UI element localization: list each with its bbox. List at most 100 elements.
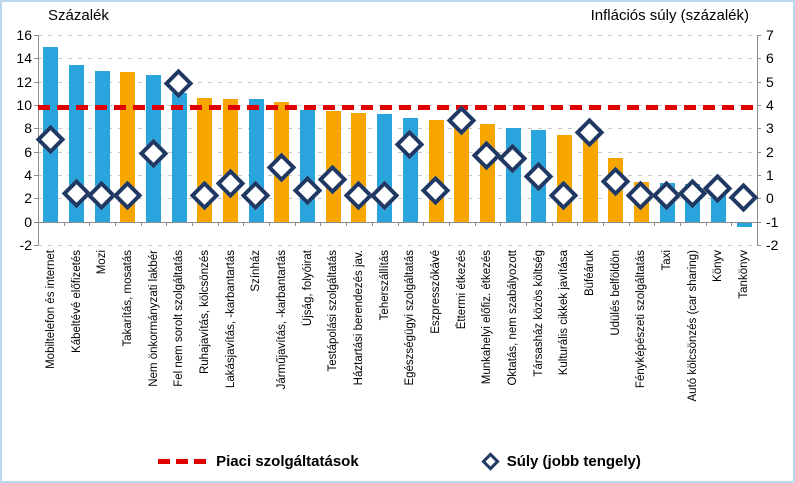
x-axis-tickmark	[140, 221, 142, 226]
category-label: Kábeltévé előfizetés	[70, 250, 83, 353]
right-axis-tickmark	[757, 175, 761, 176]
weight-diamond	[523, 161, 554, 192]
right-axis-tick-label: 1	[766, 167, 774, 183]
category-label: Mobiltelefon és internet	[44, 250, 57, 369]
left-axis-tick-label: 12	[16, 73, 32, 90]
category-label: Lakásjavítás, -karbantartás	[224, 250, 237, 389]
left-axis-tickmark	[34, 198, 38, 200]
right-axis-tickmark	[757, 35, 761, 36]
weight-diamond	[728, 182, 759, 213]
x-axis-tickmark	[294, 221, 296, 226]
category-label: Taxi	[661, 250, 674, 271]
x-axis-tickmark	[705, 221, 707, 226]
category-label: Társasház közös költség	[532, 250, 545, 377]
x-axis-tickmark	[346, 221, 348, 226]
category-label: Színház	[250, 250, 263, 292]
right-axis-tick-label: 0	[766, 190, 774, 207]
bar	[171, 93, 187, 222]
weight-diamond	[420, 175, 451, 206]
x-axis-tickmark	[166, 221, 168, 226]
gridline	[38, 81, 757, 83]
weight-diamond	[651, 180, 682, 211]
weight-diamond	[497, 143, 528, 174]
gridline	[38, 58, 757, 60]
left-axis-tickmark	[34, 105, 38, 106]
left-axis-tick-label: 16	[16, 27, 32, 43]
x-axis-tickmark	[371, 221, 373, 226]
gridline	[38, 151, 757, 153]
category-label: Mozi	[96, 250, 109, 275]
right-axis-line	[757, 35, 758, 245]
right-axis-tickmark	[757, 198, 761, 200]
category-label: Fényképészeti szolgáltatás	[635, 250, 648, 389]
x-axis-tickmark	[628, 221, 630, 226]
category-label: Takarítás, mosatás	[121, 250, 134, 347]
weight-diamond	[61, 178, 91, 209]
weight-diamond	[446, 105, 477, 136]
x-axis-tickmark	[551, 221, 553, 226]
left-axis-tick-label: 2	[24, 190, 32, 207]
legend-item-weight: Súly (jobb tengely)	[480, 452, 641, 471]
left-axis-title: Százalék	[48, 7, 109, 24]
x-axis-tickmark	[115, 221, 117, 226]
left-axis-tick-label: 4	[24, 167, 32, 183]
category-label: Autó kölcsönzés (car sharing)	[686, 250, 699, 402]
x-axis-tickmark	[217, 221, 219, 226]
reference-line	[38, 104, 757, 110]
x-axis-tickmark	[525, 221, 527, 226]
legend-item-reference: Piaci szolgáltatások	[158, 453, 359, 470]
legend-weight-label: Súly (jobb tengely)	[506, 453, 641, 470]
category-label: Kulturális cikkek javítása	[558, 250, 571, 376]
x-axis-tickmark	[38, 221, 39, 226]
right-axis-tickmark	[757, 151, 761, 153]
x-axis-tickmark	[448, 221, 450, 226]
category-label: Könyv	[712, 250, 725, 282]
x-axis-tickmark	[654, 221, 656, 226]
legend: Piaci szolgáltatások Súly (jobb tengely)	[2, 452, 793, 471]
right-axis-tick-label: 4	[766, 97, 774, 113]
right-axis-tick-label: -2	[766, 237, 779, 253]
weight-diamond	[549, 180, 579, 211]
category-label: Testápolási szolgáltatás	[327, 250, 340, 372]
left-axis-tick-label: 14	[16, 50, 32, 67]
x-axis-tickmark	[320, 221, 322, 226]
weight-diamond	[369, 180, 400, 211]
right-axis-title: Inflációs súly (százalék)	[590, 7, 749, 24]
gridline	[38, 128, 757, 130]
weight-diamond	[138, 138, 168, 169]
bar	[582, 137, 598, 222]
right-axis-tickmark	[757, 81, 761, 83]
weight-diamond	[189, 180, 220, 211]
bar	[454, 121, 470, 222]
left-axis-tick-label: 8	[24, 120, 32, 137]
bar	[428, 120, 444, 222]
x-axis-tickmark	[423, 221, 425, 226]
gridline	[38, 175, 757, 176]
bar	[505, 128, 521, 222]
left-axis-tickmark	[34, 58, 38, 60]
right-axis-tick-label: 6	[766, 50, 774, 67]
category-label: Fel nem sorolt szolgáltatás	[173, 250, 186, 387]
x-axis-tickmark	[397, 221, 399, 226]
legend-reference-label: Piaci szolgáltatások	[216, 453, 359, 470]
x-axis-tickmark	[63, 221, 65, 226]
x-axis-tickmark	[500, 221, 502, 226]
weight-diamond	[472, 140, 502, 171]
right-axis-tick-label: 2	[766, 143, 774, 160]
gridline	[38, 35, 757, 36]
right-axis-tick-label: 7	[766, 27, 774, 43]
left-axis-tickmark	[34, 81, 38, 83]
category-label: Munkahelyi előfiz. étkezés	[481, 250, 494, 385]
right-axis-tickmark	[757, 58, 761, 60]
weight-diamond	[163, 68, 194, 99]
category-label: Éttermi étkezés	[455, 250, 468, 330]
category-label: Üdülés belföldön	[609, 250, 622, 336]
category-label: Eszpresszókávé	[430, 250, 443, 334]
bar	[736, 222, 752, 228]
right-axis-tick-label: 3	[766, 120, 774, 137]
x-axis-tickmark	[679, 221, 681, 226]
left-axis-tickmark	[34, 245, 38, 246]
x-axis-tickmark	[192, 221, 194, 226]
